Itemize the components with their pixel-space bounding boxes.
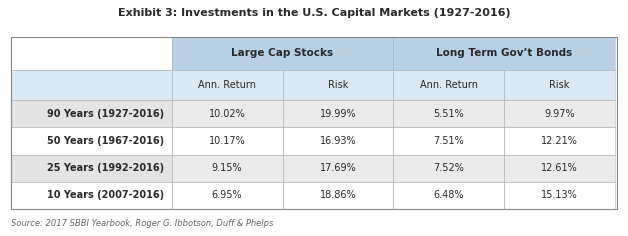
Bar bbox=[504, 155, 615, 182]
Text: 9.97%: 9.97% bbox=[544, 109, 575, 119]
Bar bbox=[504, 70, 615, 100]
Bar bbox=[11, 37, 617, 209]
Bar bbox=[283, 127, 393, 155]
Bar bbox=[504, 182, 615, 209]
Bar bbox=[283, 70, 393, 100]
Bar bbox=[504, 100, 615, 127]
Bar bbox=[171, 127, 283, 155]
Bar bbox=[171, 100, 283, 127]
Bar bbox=[283, 155, 393, 182]
Bar bbox=[11, 182, 171, 209]
Text: 50 Years (1967-2016): 50 Years (1967-2016) bbox=[47, 136, 164, 146]
Bar bbox=[393, 182, 504, 209]
Bar bbox=[283, 70, 393, 100]
Bar bbox=[283, 155, 393, 182]
Text: 9.15%: 9.15% bbox=[212, 163, 242, 173]
Bar bbox=[11, 100, 171, 127]
Bar bbox=[171, 37, 393, 70]
Bar bbox=[11, 127, 171, 155]
Bar bbox=[393, 37, 615, 70]
Bar bbox=[171, 37, 393, 70]
Bar bbox=[283, 182, 393, 209]
Text: Source: 2017 SBBI Yearbook, Roger G. Ibbotson, Duff & Phelps: Source: 2017 SBBI Yearbook, Roger G. Ibb… bbox=[11, 219, 274, 228]
Text: 10.02%: 10.02% bbox=[208, 109, 246, 119]
Bar bbox=[393, 37, 615, 70]
Bar bbox=[504, 155, 615, 182]
Bar bbox=[393, 127, 504, 155]
Bar bbox=[393, 127, 504, 155]
Text: Ann. Return: Ann. Return bbox=[420, 80, 478, 90]
Bar bbox=[171, 182, 283, 209]
Text: 6.48%: 6.48% bbox=[433, 190, 464, 200]
Bar bbox=[11, 127, 171, 155]
Text: 19.99%: 19.99% bbox=[320, 109, 356, 119]
Bar bbox=[393, 155, 504, 182]
Text: 10.17%: 10.17% bbox=[208, 136, 246, 146]
Text: 5.51%: 5.51% bbox=[433, 109, 464, 119]
Text: Large Cap Stocks: Large Cap Stocks bbox=[232, 48, 333, 58]
Bar bbox=[504, 70, 615, 100]
Bar bbox=[11, 37, 171, 70]
Text: 12.21%: 12.21% bbox=[541, 136, 578, 146]
Bar bbox=[171, 127, 283, 155]
Bar bbox=[504, 182, 615, 209]
Text: Risk: Risk bbox=[328, 80, 348, 90]
Bar bbox=[11, 100, 171, 127]
Text: 16.93%: 16.93% bbox=[320, 136, 356, 146]
Text: 15.13%: 15.13% bbox=[541, 190, 578, 200]
Text: 10 Years (2007-2016): 10 Years (2007-2016) bbox=[47, 190, 164, 200]
Bar bbox=[11, 70, 171, 100]
Bar bbox=[171, 100, 283, 127]
Bar bbox=[393, 155, 504, 182]
Bar bbox=[393, 70, 504, 100]
Bar bbox=[393, 70, 504, 100]
Text: 17.69%: 17.69% bbox=[320, 163, 356, 173]
Bar bbox=[11, 182, 171, 209]
Bar bbox=[504, 100, 615, 127]
Text: 6.95%: 6.95% bbox=[212, 190, 242, 200]
Bar bbox=[504, 127, 615, 155]
Bar bbox=[393, 100, 504, 127]
Bar bbox=[11, 70, 171, 100]
Bar bbox=[283, 100, 393, 127]
Text: 7.51%: 7.51% bbox=[433, 136, 464, 146]
Text: Long Term Gov’t Bonds: Long Term Gov’t Bonds bbox=[436, 48, 572, 58]
Bar bbox=[11, 155, 171, 182]
Text: 90 Years (1927-2016): 90 Years (1927-2016) bbox=[47, 109, 164, 119]
Bar bbox=[283, 127, 393, 155]
Text: 18.86%: 18.86% bbox=[320, 190, 356, 200]
Bar bbox=[283, 182, 393, 209]
Bar bbox=[171, 70, 283, 100]
Bar bbox=[171, 70, 283, 100]
Bar bbox=[393, 100, 504, 127]
Text: 12.61%: 12.61% bbox=[541, 163, 578, 173]
Bar bbox=[171, 155, 283, 182]
Bar bbox=[171, 182, 283, 209]
Text: 25 Years (1992-2016): 25 Years (1992-2016) bbox=[47, 163, 164, 173]
Bar bbox=[283, 100, 393, 127]
Text: 7.52%: 7.52% bbox=[433, 163, 464, 173]
Bar bbox=[11, 37, 171, 70]
Text: Exhibit 3: Investments in the U.S. Capital Markets (1927-2016): Exhibit 3: Investments in the U.S. Capit… bbox=[117, 8, 511, 18]
Bar bbox=[171, 155, 283, 182]
Bar bbox=[504, 127, 615, 155]
Text: Ann. Return: Ann. Return bbox=[198, 80, 256, 90]
Text: Risk: Risk bbox=[550, 80, 570, 90]
Bar bbox=[393, 182, 504, 209]
Bar bbox=[11, 155, 171, 182]
